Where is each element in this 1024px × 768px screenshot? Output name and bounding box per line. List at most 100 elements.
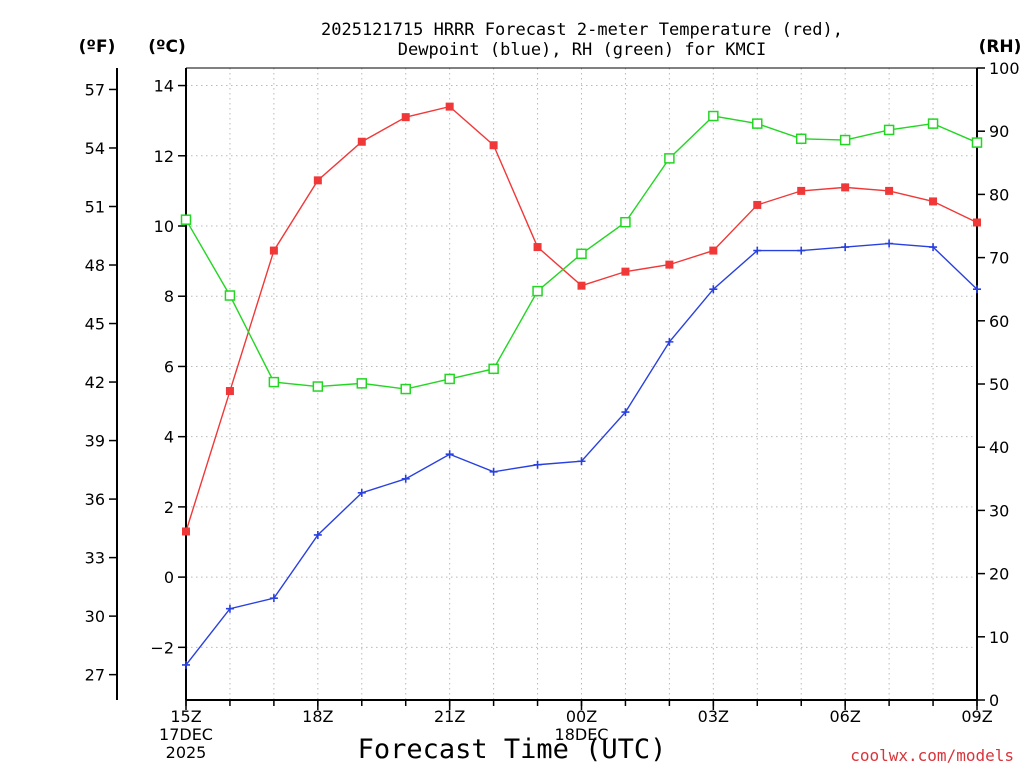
dewpoint-point xyxy=(841,243,850,252)
temperature-point xyxy=(489,141,498,150)
x-tick-label: 03Z xyxy=(698,707,729,726)
dewpoint-point xyxy=(533,460,542,469)
dewpoint-point xyxy=(577,457,586,466)
dewpoint-point xyxy=(445,450,454,459)
fahrenheit-tick-label: 54 xyxy=(85,139,105,158)
rh-tick-label: 80 xyxy=(989,185,1009,204)
rh-point xyxy=(532,285,543,297)
fahrenheit-unit-label: (ºF) xyxy=(79,37,116,57)
temperature-point xyxy=(841,183,850,192)
temperature-point xyxy=(665,260,674,269)
x-tick-label: 18DEC xyxy=(555,725,609,744)
x-tick-label: 09Z xyxy=(961,707,992,726)
celsius-tick-label: 8 xyxy=(164,287,174,306)
rh-point xyxy=(444,373,455,385)
celsius-tick-label: 6 xyxy=(164,357,174,376)
rh-point xyxy=(224,290,236,301)
rh-point xyxy=(752,118,763,129)
rh-point xyxy=(927,118,939,129)
rh-point xyxy=(664,153,675,164)
rh-point xyxy=(620,216,631,228)
temperature-point xyxy=(797,186,806,195)
dewpoint-point xyxy=(269,594,278,603)
x-tick-label: 00Z xyxy=(566,707,597,726)
dewpoint-point xyxy=(621,408,630,417)
x-tick-label: 2025 xyxy=(166,743,207,762)
temperature-point xyxy=(445,102,454,111)
temperature-point xyxy=(401,113,410,122)
rh-point xyxy=(356,378,368,389)
rh-tick-label: 0 xyxy=(989,691,999,710)
credit-label: coolwx.com/models xyxy=(850,746,1014,765)
rh-tick-label: 60 xyxy=(989,312,1009,331)
x-axis-title: Forecast Time (UTC) xyxy=(358,734,667,765)
fahrenheit-tick-label: 39 xyxy=(85,432,105,451)
rh-tick-label: 50 xyxy=(989,375,1009,394)
rh-point xyxy=(839,134,851,146)
celsius-tick-label: 14 xyxy=(154,77,174,96)
fahrenheit-tick-label: 45 xyxy=(85,315,105,334)
rh-point xyxy=(883,124,895,136)
dewpoint-point xyxy=(753,246,762,255)
fahrenheit-tick-label: 27 xyxy=(85,666,105,685)
rh-point xyxy=(312,381,324,392)
dewpoint-point xyxy=(182,660,190,669)
celsius-unit-label: (ºC) xyxy=(148,37,186,57)
dewpoint-point xyxy=(797,246,806,255)
temperature-point xyxy=(929,197,938,206)
dewpoint-point xyxy=(885,239,894,248)
rh-point xyxy=(488,363,499,375)
x-tick-label: 21Z xyxy=(434,707,465,726)
x-tick-label: 17DEC xyxy=(159,725,213,744)
rh-tick-label: 90 xyxy=(989,122,1009,141)
chart-title-line-1: 2025121715 HRRR Forecast 2-meter Tempera… xyxy=(321,20,843,40)
temperature-point xyxy=(973,218,981,227)
temperature-point xyxy=(577,281,586,290)
dewpoint-point xyxy=(973,285,981,294)
temperature-point xyxy=(533,243,542,252)
temperature-point xyxy=(621,267,630,276)
dewpoint-point xyxy=(665,337,674,346)
celsius-tick-label: 2 xyxy=(164,498,174,517)
celsius-tick-label: 12 xyxy=(154,147,174,166)
rh-tick-label: 10 xyxy=(989,628,1009,647)
rh-tick-label: 30 xyxy=(989,501,1009,520)
celsius-tick-label: 10 xyxy=(154,217,174,236)
dewpoint-point xyxy=(929,243,938,252)
dewpoint-point xyxy=(313,530,322,539)
temperature-point xyxy=(753,200,762,209)
dewpoint-point xyxy=(709,285,718,294)
x-tick-label: 15Z xyxy=(170,707,201,726)
rh-tick-label: 70 xyxy=(989,249,1009,268)
x-tick-label: 06Z xyxy=(830,707,861,726)
axes xyxy=(109,67,985,710)
celsius-tick-label: −2 xyxy=(150,638,174,657)
dewpoint-point xyxy=(357,488,366,497)
tick-labels: −2 0 2 4 6 8 10 12 14 27 30 33 36 39 42 45 48 51 54 57 0 10 20… xyxy=(85,59,1020,762)
fahrenheit-tick-label: 30 xyxy=(85,607,105,626)
fahrenheit-tick-label: 51 xyxy=(85,197,105,216)
temperature-point xyxy=(313,176,322,185)
dewpoint-point xyxy=(489,467,498,476)
dewpoint-point xyxy=(401,474,410,483)
temperature-point xyxy=(357,137,366,146)
rh-point xyxy=(708,110,719,122)
rh-point xyxy=(180,214,192,225)
chart-title-line-2: Dewpoint (blue), RH (green) for KMCI xyxy=(398,40,766,60)
fahrenheit-tick-label: 33 xyxy=(85,549,105,568)
rh-tick-label: 20 xyxy=(989,565,1009,584)
rh-tick-label: 40 xyxy=(989,438,1009,457)
temperature-point xyxy=(709,246,718,255)
temperature-point xyxy=(885,186,894,195)
rh-point xyxy=(971,137,983,148)
rh-unit-label: (RH) xyxy=(979,37,1022,57)
rh-point xyxy=(795,133,807,145)
temperature-point xyxy=(225,387,234,396)
temperature-point xyxy=(182,527,190,536)
rh-point xyxy=(576,248,587,260)
rh-point xyxy=(400,383,411,395)
celsius-tick-label: 0 xyxy=(164,568,174,587)
fahrenheit-tick-label: 57 xyxy=(85,80,105,99)
temperature-point xyxy=(269,246,278,255)
